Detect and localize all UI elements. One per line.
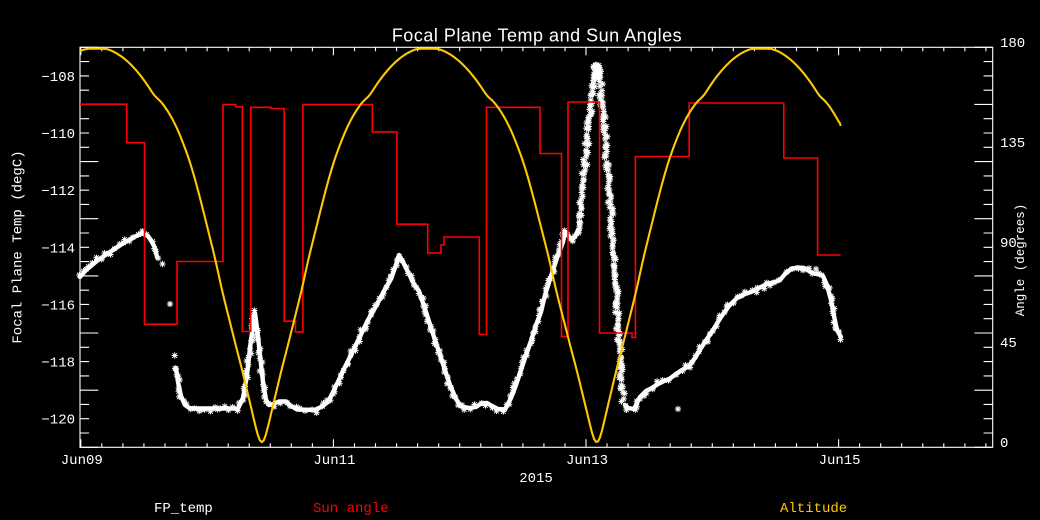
svg-text:Jun11: Jun11: [313, 453, 355, 469]
svg-text:2015: 2015: [519, 471, 553, 487]
svg-text:Altitude: Altitude: [780, 501, 847, 517]
svg-text:Jun13: Jun13: [566, 453, 608, 469]
svg-text:FP_temp: FP_temp: [154, 501, 213, 517]
svg-text:0: 0: [1000, 436, 1008, 452]
svg-text:−114: −114: [41, 241, 75, 257]
svg-text:Angle (degrees): Angle (degrees): [1014, 204, 1028, 317]
svg-text:−116: −116: [41, 298, 75, 314]
svg-text:−112: −112: [41, 184, 75, 200]
svg-text:90: 90: [1000, 236, 1017, 252]
svg-text:−120: −120: [41, 413, 75, 429]
svg-text:−108: −108: [41, 70, 75, 86]
svg-text:Focal Plane Temp and Sun Angle: Focal Plane Temp and Sun Angles: [392, 26, 682, 46]
svg-text:−118: −118: [41, 356, 75, 372]
svg-text:Focal Plane Temp (degC): Focal Plane Temp (degC): [11, 150, 27, 343]
svg-text:45: 45: [1000, 336, 1017, 352]
svg-text:135: 135: [1000, 136, 1025, 152]
svg-text:−110: −110: [41, 127, 75, 143]
svg-text:Jun15: Jun15: [819, 453, 861, 469]
svg-text:Sun angle: Sun angle: [313, 501, 389, 517]
svg-text:180: 180: [1000, 36, 1025, 52]
svg-text:Jun09: Jun09: [61, 453, 103, 469]
